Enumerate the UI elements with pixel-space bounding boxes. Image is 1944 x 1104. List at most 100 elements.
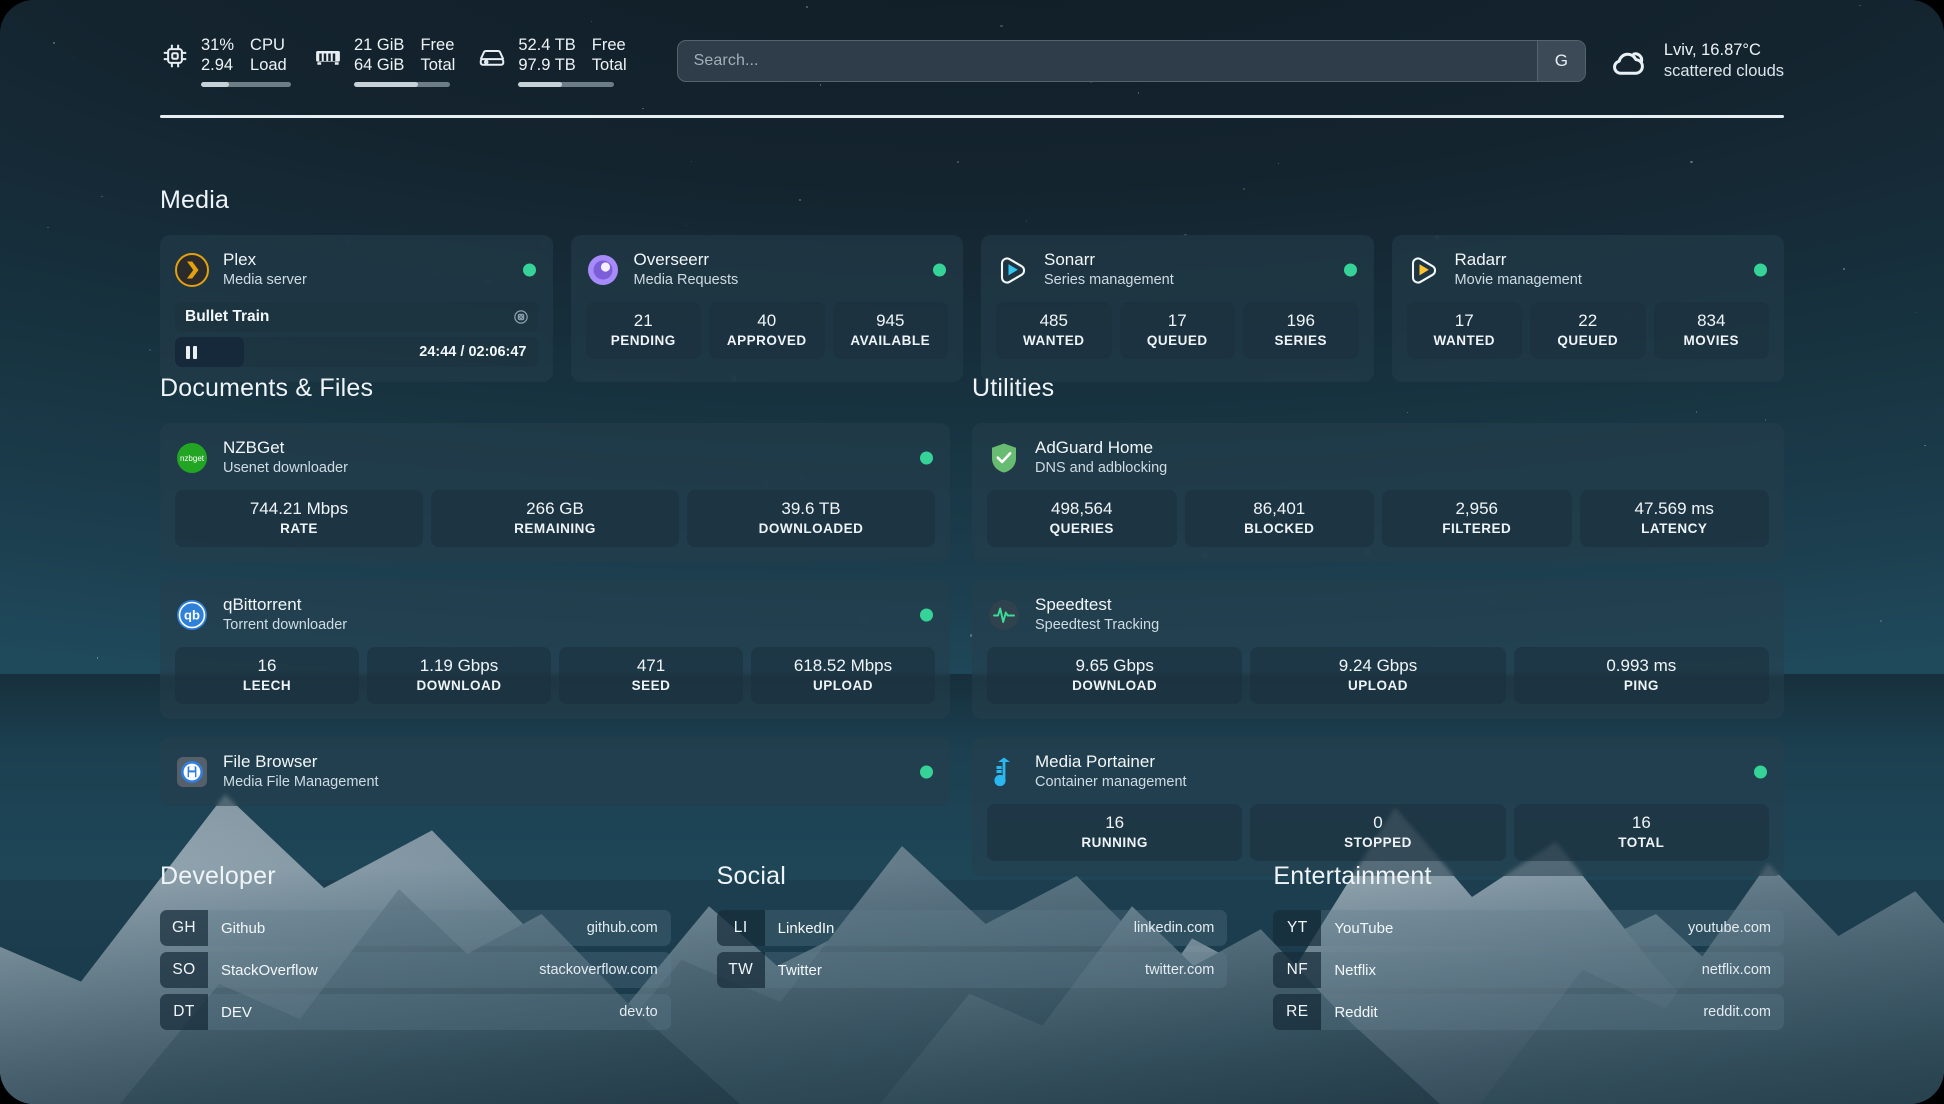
stat-cpu: 31% 2.94 CPU Load <box>160 36 313 87</box>
sonarr-icon <box>996 253 1030 287</box>
bookmark-item-github[interactable]: GH Github github.com <box>160 910 671 946</box>
nzbget-icon: nzbget <box>175 441 209 475</box>
stat-sonarr-queued: 17 QUEUED <box>1119 302 1235 359</box>
status-badge-sonarr <box>1343 263 1357 276</box>
app-card-filebrowser[interactable]: File Browser Media File Management <box>160 737 950 806</box>
plex-time-label: 24:44 / 02:06:47 <box>419 344 527 360</box>
stat-overseerr-pending: 21 PENDING <box>585 302 701 359</box>
bookmark-name: DEV <box>221 1003 252 1021</box>
bookmark-badge: YT <box>1273 910 1322 946</box>
bookmark-item-twitter[interactable]: TW Twitter twitter.com <box>716 952 1228 988</box>
bookmark-item-netflix[interactable]: NF Netflix netflix.com <box>1273 952 1785 988</box>
status-badge-nzbget <box>920 451 933 464</box>
section-title-utilities: Utilities <box>972 374 1055 402</box>
app-subtitle-qbittorrent: Torrent downloader <box>223 617 348 633</box>
cpu-load-label: Load <box>250 55 287 74</box>
stat-label: UPLOAD <box>1347 678 1408 693</box>
bookmark-item-dev[interactable]: DT DEV dev.to <box>160 994 671 1030</box>
app-card-adguard[interactable]: AdGuard Home DNS and adblocking 498,564 … <box>972 423 1784 562</box>
stat-label: DOWNLOAD <box>1072 678 1158 693</box>
stat-nzbget-rate: 744.21 Mbps RATE <box>175 490 423 547</box>
plex-now-playing-row[interactable]: Bullet Train <box>175 302 538 332</box>
stat-label: PING <box>1623 678 1659 693</box>
bookmark-item-youtube[interactable]: YT YouTube youtube.com <box>1273 910 1785 946</box>
bookmark-badge: TW <box>716 952 765 988</box>
app-name-adguard: AdGuard Home <box>1035 438 1154 457</box>
app-subtitle-radarr: Movie management <box>1454 272 1582 288</box>
status-badge-radarr <box>1754 263 1767 276</box>
stat-value: 39.6 TB <box>781 499 841 518</box>
disk-total-value: 97.9 TB <box>518 55 576 74</box>
stat-value: 86,401 <box>1253 499 1306 518</box>
stat-sonarr-series: 196 SERIES <box>1243 302 1359 359</box>
cloud-icon <box>1608 40 1650 82</box>
stat-label: LEECH <box>242 678 292 693</box>
app-card-overseerr[interactable]: Overseerr Media Requests 21 PENDING 40 A… <box>570 235 963 382</box>
stat-nzbget-remaining: 266 GB REMAINING <box>431 490 679 547</box>
app-subtitle-portainer: Container management <box>1035 774 1187 790</box>
bookmark-badge: GH <box>160 910 208 946</box>
stat-adguard-filtered: 2,956 FILTERED <box>1382 490 1572 547</box>
app-name-qbittorrent: qBittorrent <box>223 595 302 614</box>
weather-condition: scattered clouds <box>1663 62 1784 80</box>
bookmark-item-reddit[interactable]: RE Reddit reddit.com <box>1273 994 1785 1030</box>
app-card-speedtest[interactable]: Speedtest Speedtest Tracking 9.65 Gbps D… <box>972 580 1784 719</box>
section-bookmarks: Developer GH Github github.com SO StackO… <box>160 862 1785 1036</box>
app-card-radarr[interactable]: Radarr Movie management 17 WANTED 22 QUE… <box>1391 235 1784 382</box>
radarr-icon <box>1407 253 1441 287</box>
stat-label: STOPPED <box>1344 835 1412 850</box>
status-badge-plex <box>522 263 536 276</box>
cpu-usage-label: CPU <box>250 35 285 54</box>
stat-label: SEED <box>631 678 671 693</box>
bookmark-item-stackoverflow[interactable]: SO StackOverflow stackoverflow.com <box>160 952 671 988</box>
plex-now-playing-title: Bullet Train <box>185 308 270 325</box>
bookmark-name: YouTube <box>1334 919 1394 937</box>
stat-label: WANTED <box>1023 333 1085 348</box>
bookmark-url: youtube.com <box>1687 920 1772 936</box>
pause-icon[interactable] <box>186 345 197 359</box>
app-subtitle-adguard: DNS and adblocking <box>1035 460 1168 476</box>
stat-overseerr-available: 945 AVAILABLE <box>832 302 948 359</box>
section-title-documents: Documents & Files <box>160 374 374 402</box>
stat-label: RUNNING <box>1081 835 1148 850</box>
app-card-plex[interactable]: Plex Media server Bullet Train <box>160 235 553 382</box>
app-card-portainer[interactable]: Media Portainer Container management 16 … <box>972 737 1784 876</box>
app-card-nzbget[interactable]: nzbget NZBGet Usenet downloader 744.21 M… <box>160 423 950 562</box>
plex-progress-row[interactable]: 24:44 / 02:06:47 <box>175 337 538 367</box>
cpu-load-value: 2.94 <box>201 55 234 74</box>
stat-label: DOWNLOADED <box>758 521 864 536</box>
stat-portainer-stopped: 0 STOPPED <box>1250 804 1506 861</box>
stat-value: 16 <box>1105 813 1125 832</box>
section-title-entertainment: Entertainment <box>1273 862 1432 890</box>
app-name-filebrowser: File Browser <box>223 752 318 771</box>
weather-widget[interactable]: Lviv, 16.87°C scattered clouds <box>1608 40 1784 82</box>
stat-label: BLOCKED <box>1244 521 1315 536</box>
bookmark-name: Reddit <box>1334 1003 1378 1021</box>
app-subtitle-filebrowser: Media File Management <box>223 774 379 790</box>
app-name-radarr: Radarr <box>1454 250 1507 269</box>
app-card-qbittorrent[interactable]: qb qBittorrent Torrent downloader 16 LEE… <box>160 580 950 719</box>
stat-value: 485 <box>1039 311 1068 330</box>
bookmark-url: reddit.com <box>1703 1004 1772 1020</box>
weather-location-temp: Lviv, 16.87°C <box>1663 41 1761 59</box>
stat-label: TOTAL <box>1618 835 1665 850</box>
search-input[interactable]: Search... <box>693 52 759 69</box>
stat-qbittorrent-download: 1.19 Gbps DOWNLOAD <box>367 647 551 704</box>
stat-value: 0 <box>1373 813 1383 832</box>
overseerr-icon <box>586 253 620 287</box>
stat-value: 618.52 Mbps <box>793 656 893 675</box>
bookmark-item-linkedin[interactable]: LI LinkedIn linkedin.com <box>716 910 1228 946</box>
app-name-plex: Plex <box>223 250 257 269</box>
stat-radarr-wanted: 17 WANTED <box>1406 302 1522 359</box>
header-divider <box>160 115 1784 118</box>
bookmark-group-entertainment: Entertainment YT YouTube youtube.com NF … <box>1273 862 1785 1036</box>
search-bar[interactable]: Search... G <box>676 40 1586 82</box>
stat-adguard-queries: 498,564 QUERIES <box>987 490 1177 547</box>
app-name-speedtest: Speedtest <box>1035 595 1112 614</box>
gear-icon[interactable] <box>513 309 529 325</box>
bookmark-name: Twitter <box>777 961 822 979</box>
app-card-sonarr[interactable]: Sonarr Series management 485 WANTED 17 Q… <box>981 235 1374 382</box>
search-engine-button[interactable]: G <box>1536 41 1585 81</box>
